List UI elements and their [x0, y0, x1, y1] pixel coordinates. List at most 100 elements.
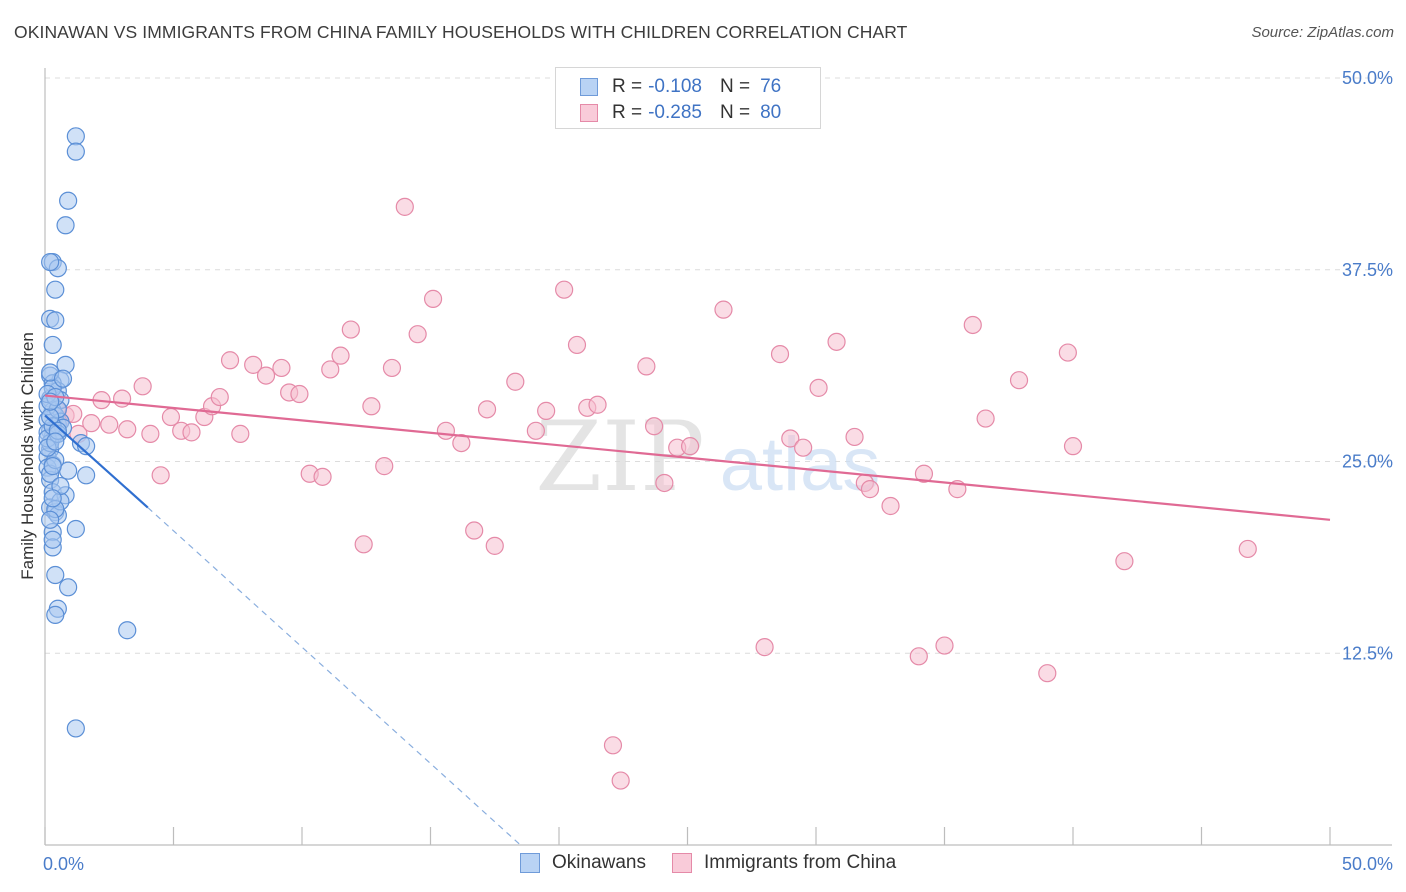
data-point-okinawans: [41, 252, 60, 272]
legend-swatch-blue: [520, 853, 540, 873]
legend-swatch-pink: [580, 104, 598, 122]
legend-swatch-pink: [672, 853, 692, 873]
data-point-okinawans: [41, 510, 60, 529]
data-point-immigrants-from-china: [637, 357, 656, 376]
trend-line-immigrants-from-china: [44, 394, 1331, 521]
data-point-immigrants-from-china: [963, 315, 982, 335]
data-point-okinawans: [77, 466, 96, 485]
data-point-immigrants-from-china: [313, 467, 332, 486]
chart-title: OKINAWAN VS IMMIGRANTS FROM CHINA FAMILY…: [14, 22, 908, 42]
legend-n-label: N =: [719, 102, 751, 123]
data-point-immigrants-from-china: [354, 535, 373, 554]
data-point-okinawans: [66, 142, 85, 161]
data-point-okinawans: [46, 311, 65, 330]
data-point-immigrants-from-china: [452, 433, 471, 453]
data-point-okinawans: [118, 621, 137, 640]
data-point-immigrants-from-china: [182, 423, 201, 442]
data-point-immigrants-from-china: [611, 771, 630, 790]
data-point-immigrants-from-china: [220, 351, 240, 370]
data-point-okinawans: [43, 457, 62, 476]
legend-item-okinawans: Okinawans: [520, 852, 646, 874]
stats-legend: R = -0.108 N = 76 R = -0.285 N = 80: [555, 67, 821, 129]
y-tick-label: 50.0%: [1342, 68, 1393, 88]
data-point-immigrants-from-china: [82, 414, 101, 433]
legend-n-value: 80: [760, 102, 782, 123]
series-legend: Okinawans Immigrants from China: [520, 852, 922, 874]
data-point-okinawans: [46, 565, 65, 585]
data-point-okinawans: [46, 605, 65, 625]
data-point-immigrants-from-china: [555, 280, 574, 299]
data-point-immigrants-from-china: [485, 536, 504, 555]
data-point-okinawans: [66, 519, 85, 539]
data-point-immigrants-from-china: [714, 300, 733, 319]
data-point-immigrants-from-china: [362, 397, 381, 416]
legend-n-value: 76: [760, 76, 782, 97]
data-point-okinawans: [59, 578, 78, 597]
tick-labels: 12.5% 25.0% 37.5% 50.0% 0.0% 50.0%: [43, 68, 1393, 874]
data-point-immigrants-from-china: [914, 464, 934, 483]
data-point-immigrants-from-china: [860, 480, 880, 499]
data-point-immigrants-from-china: [477, 400, 497, 419]
data-point-immigrants-from-china: [845, 427, 864, 447]
data-point-immigrants-from-china: [423, 289, 443, 308]
x-tick-label-max: 50.0%: [1342, 854, 1393, 874]
trend-lines: [44, 394, 1331, 846]
data-point-immigrants-from-china: [644, 417, 664, 436]
data-point-immigrants-from-china: [210, 387, 229, 407]
source-credit: Source: ZipAtlas.com: [1251, 24, 1394, 41]
data-point-okinawans: [59, 191, 78, 210]
data-point-immigrants-from-china: [256, 366, 276, 385]
legend-row-okinawans: R = -0.108 N = 76: [580, 74, 781, 100]
data-point-immigrants-from-china: [321, 360, 340, 379]
y-tick-label: 25.0%: [1342, 452, 1393, 472]
legend-swatch-blue: [580, 78, 598, 96]
data-point-immigrants-from-china: [231, 424, 250, 443]
data-point-immigrants-from-china: [781, 429, 800, 448]
data-point-immigrants-from-china: [537, 401, 556, 420]
data-point-immigrants-from-china: [244, 355, 263, 374]
data-point-okinawans: [43, 530, 62, 549]
data-point-okinawans: [53, 369, 73, 388]
data-point-immigrants-from-china: [151, 466, 170, 485]
legend-r-value: -0.108: [648, 76, 702, 97]
data-point-immigrants-from-china: [588, 395, 607, 414]
data-point-immigrants-from-china: [1009, 371, 1029, 390]
data-point-immigrants-from-china: [290, 384, 309, 404]
data-point-okinawans: [43, 489, 62, 508]
data-point-immigrants-from-china: [1115, 552, 1134, 571]
data-point-immigrants-from-china: [375, 457, 394, 476]
data-point-immigrants-from-china: [436, 421, 456, 440]
legend-item-immigrants-from-china: Immigrants from China: [672, 852, 896, 874]
legend-r-label: R =: [612, 102, 643, 123]
data-point-immigrants-from-china: [755, 638, 774, 657]
data-point-okinawans: [66, 127, 85, 146]
data-point-immigrants-from-china: [935, 636, 954, 655]
series-okinawans: [38, 127, 137, 738]
trend-line-okinawans-extension: [147, 507, 521, 846]
data-point-immigrants-from-china: [809, 378, 828, 397]
data-point-immigrants-from-china: [1238, 539, 1257, 559]
data-point-okinawans: [46, 432, 65, 451]
data-point-okinawans: [66, 719, 85, 738]
data-point-immigrants-from-china: [118, 420, 137, 439]
data-point-immigrants-from-china: [603, 736, 623, 755]
trend-line-okinawans: [44, 414, 149, 509]
data-point-immigrants-from-china: [341, 320, 360, 339]
series-immigrants-from-china: [48, 197, 1257, 790]
data-point-okinawans: [56, 216, 75, 235]
data-point-immigrants-from-china: [526, 421, 545, 440]
data-point-immigrants-from-china: [465, 521, 484, 540]
data-point-immigrants-from-china: [272, 358, 291, 378]
data-point-immigrants-from-china: [655, 473, 674, 493]
legend-r-label: R =: [612, 76, 643, 97]
data-point-immigrants-from-china: [408, 325, 427, 344]
data-point-immigrants-from-china: [382, 358, 402, 378]
legend-label-okinawans: Okinawans: [552, 852, 646, 873]
data-point-immigrants-from-china: [794, 438, 813, 457]
watermark: ZIP atlas: [535, 401, 880, 513]
data-point-immigrants-from-china: [100, 415, 119, 434]
data-point-immigrants-from-china: [141, 424, 160, 443]
data-point-immigrants-from-china: [331, 346, 350, 365]
data-point-okinawans: [43, 335, 62, 355]
